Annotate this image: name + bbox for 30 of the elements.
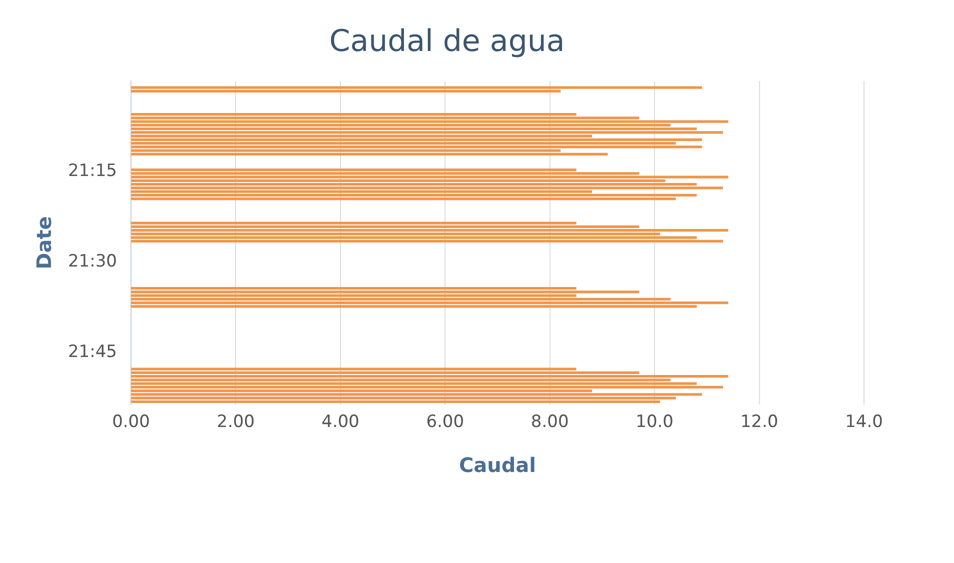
bar — [131, 301, 728, 304]
x-tick-label: 8.00 — [530, 412, 569, 432]
x-tick-label: 14.0 — [845, 412, 883, 432]
x-tick-label: 6.00 — [426, 412, 464, 432]
bar — [131, 86, 702, 89]
y-tick-label: 21:15 — [68, 161, 117, 182]
y-tick-label: 21:30 — [68, 252, 117, 272]
bar — [131, 194, 697, 196]
y-axis-title: Date — [32, 216, 56, 270]
bar — [131, 176, 728, 178]
x-tick-label: 2.00 — [216, 412, 255, 432]
bar — [131, 146, 702, 148]
chart-title: Caudal de agua — [329, 24, 565, 59]
x-axis-title: Caudal — [458, 453, 536, 478]
bar — [131, 152, 608, 156]
bar — [131, 375, 728, 378]
x-tick-label: 4.00 — [321, 412, 360, 432]
x-tick-label: 10.0 — [636, 412, 674, 432]
bar — [131, 186, 723, 190]
x-tick-label: 12.0 — [740, 412, 778, 432]
bar — [131, 393, 702, 396]
bar — [131, 138, 702, 142]
bar — [131, 120, 728, 123]
x-tick-label: 0.00 — [112, 412, 150, 432]
bar — [131, 386, 723, 389]
y-tick-label: 21:45 — [68, 342, 117, 362]
bar — [131, 290, 640, 294]
bar — [131, 228, 728, 232]
bar — [131, 131, 723, 134]
bar — [131, 240, 723, 242]
